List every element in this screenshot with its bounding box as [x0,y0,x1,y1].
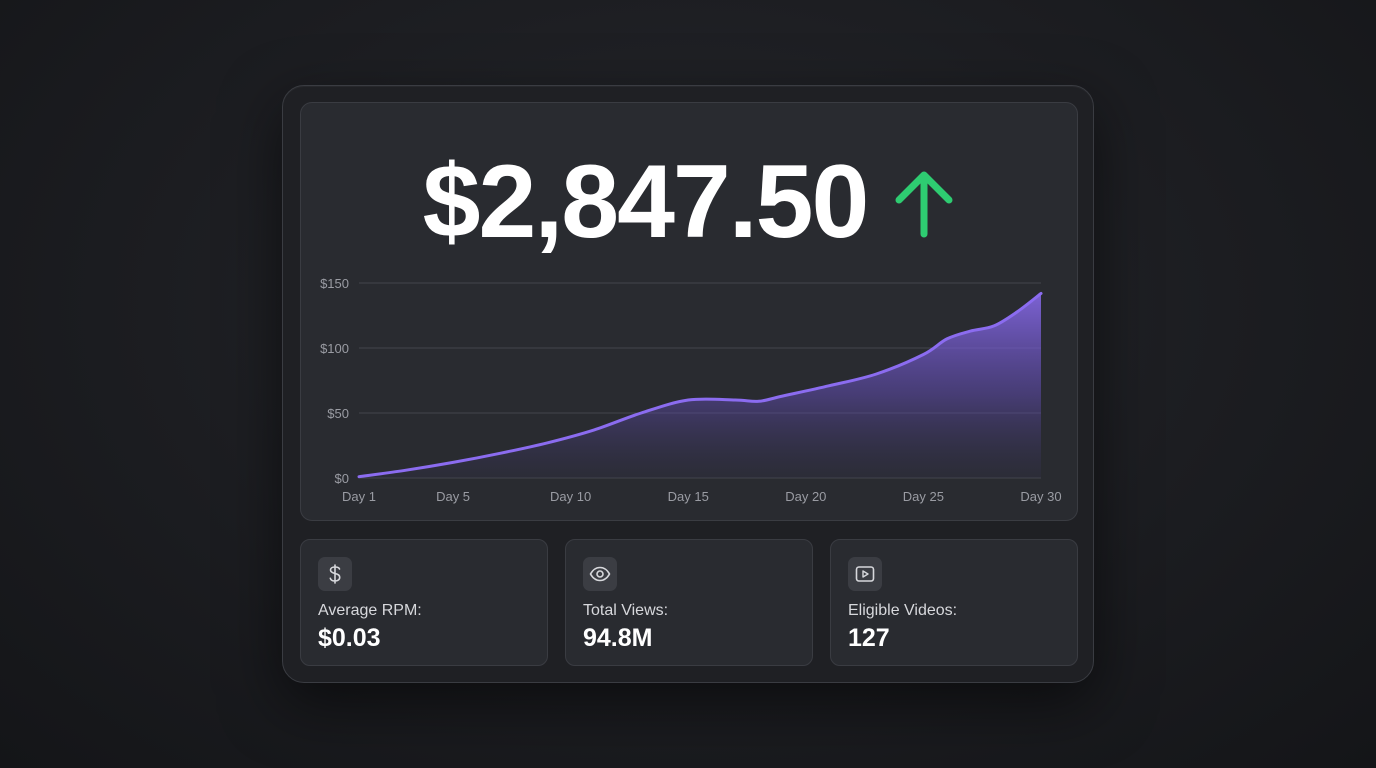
y-tick-label: $0 [335,471,349,486]
stat-value: 127 [848,624,890,652]
stat-card-eligible-videos: Eligible Videos: 127 [830,539,1078,666]
stat-value: 94.8M [583,624,653,652]
x-tick-label: Day 15 [668,489,709,504]
x-tick-label: Day 20 [785,489,826,504]
earnings-area [359,293,1041,478]
video-play-icon [848,557,882,591]
earnings-chart: $0 $50 $100 $150 Day 1 Day 5 Day 10 Day 15 Day 2… [320,276,1062,504]
x-tick-label: Day 10 [550,489,591,504]
earnings-headline: $2,847.50 [301,147,1077,257]
total-earnings-amount: $2,847.50 [422,144,870,260]
stat-card-average-rpm: Average RPM: $0.03 [300,539,548,666]
x-tick-label: Day 30 [1020,489,1061,504]
y-tick-label: $150 [320,276,349,291]
eye-icon [583,557,617,591]
x-tick-label: Day 25 [903,489,944,504]
dollar-icon [318,557,352,591]
x-tick-label: Day 5 [436,489,470,504]
stat-label: Total Views: [583,602,669,619]
stat-value: $0.03 [318,624,381,652]
stat-label: Average RPM: [318,602,422,619]
y-tick-label: $100 [320,341,349,356]
arrow-up-icon [895,171,953,238]
x-tick-label: Day 1 [342,489,376,504]
stat-card-total-views: Total Views: 94.8M [565,539,813,666]
stat-label: Eligible Videos: [848,602,958,619]
dashboard-card: $2,847.50 $0 $50 $100 $150 Day 1 Day 5 Day 10 D… [282,85,1094,683]
y-tick-label: $50 [327,406,349,421]
earnings-line [357,291,1043,479]
earnings-panel: $2,847.50 $0 $50 $100 $150 Day 1 Day 5 Day 10 D… [300,102,1078,521]
